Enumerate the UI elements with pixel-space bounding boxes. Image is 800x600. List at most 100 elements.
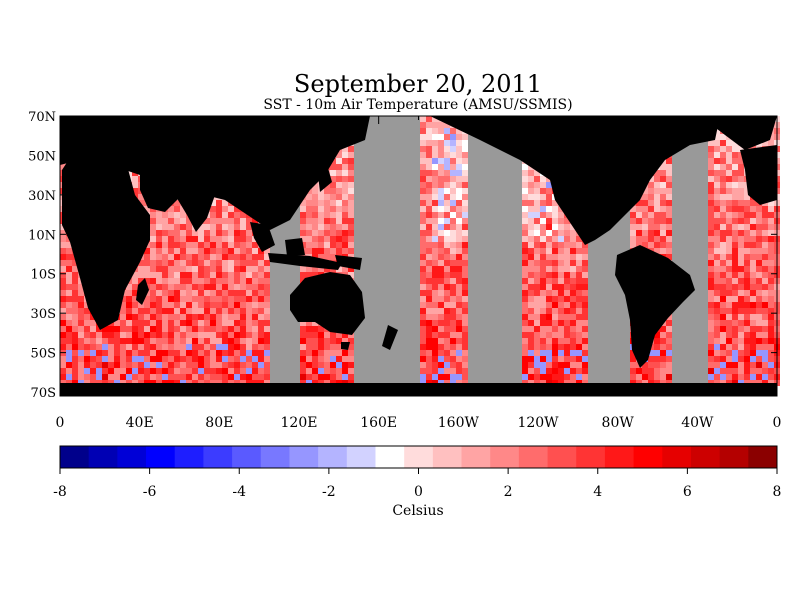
new-guinea — [335, 255, 362, 270]
sst-anomaly-cell — [546, 290, 552, 296]
sst-anomaly-cell — [162, 218, 168, 224]
sst-anomaly-cell — [558, 212, 564, 218]
sst-anomaly-cell — [318, 212, 324, 218]
sst-anomaly-cell — [582, 266, 588, 272]
sst-anomaly-cell — [522, 314, 528, 320]
sst-anomaly-cell — [708, 206, 714, 212]
sst-anomaly-cell — [240, 368, 246, 374]
sst-anomaly-cell — [342, 236, 348, 242]
sst-anomaly-cell — [252, 302, 258, 308]
sst-anomaly-cell — [750, 206, 756, 212]
sst-anomaly-cell — [522, 248, 528, 254]
sst-anomaly-cell — [750, 356, 756, 362]
sst-anomaly-cell — [534, 284, 540, 290]
sst-anomaly-cell — [246, 314, 252, 320]
sst-anomaly-cell — [426, 302, 432, 308]
sst-anomaly-cell — [762, 344, 768, 350]
sst-anomaly-cell — [720, 170, 726, 176]
sst-anomaly-cell — [432, 122, 438, 128]
sst-anomaly-cell — [246, 290, 252, 296]
sst-anomaly-cell — [726, 332, 732, 338]
sst-anomaly-cell — [768, 266, 774, 272]
sst-anomaly-cell — [522, 218, 528, 224]
sst-anomaly-cell — [84, 356, 90, 362]
sst-anomaly-cell — [720, 146, 726, 152]
sst-anomaly-cell — [444, 308, 450, 314]
sst-anomaly-cell — [642, 374, 648, 380]
sst-anomaly-cell — [66, 326, 72, 332]
sst-anomaly-cell — [138, 350, 144, 356]
sst-anomaly-cell — [558, 344, 564, 350]
sst-anomaly-cell — [60, 284, 66, 290]
sst-anomaly-cell — [720, 296, 726, 302]
sst-anomaly-cell — [144, 368, 150, 374]
sst-anomaly-cell — [576, 332, 582, 338]
sst-anomaly-cell — [162, 296, 168, 302]
sst-anomaly-cell — [234, 344, 240, 350]
sst-anomaly-cell — [132, 350, 138, 356]
sst-anomaly-cell — [216, 374, 222, 380]
sst-anomaly-cell — [264, 260, 270, 266]
sst-anomaly-cell — [132, 374, 138, 380]
sst-anomaly-cell — [528, 236, 534, 242]
sst-anomaly-cell — [732, 236, 738, 242]
sst-anomaly-cell — [126, 344, 132, 350]
sst-anomaly-cell — [762, 284, 768, 290]
sst-anomaly-cell — [324, 236, 330, 242]
sst-anomaly-cell — [576, 362, 582, 368]
sst-anomaly-cell — [318, 362, 324, 368]
sst-anomaly-cell — [156, 302, 162, 308]
sst-anomaly-cell — [438, 218, 444, 224]
sst-anomaly-cell — [462, 188, 468, 194]
sst-anomaly-cell — [60, 308, 66, 314]
sst-anomaly-cell — [768, 284, 774, 290]
sst-anomaly-cell — [714, 302, 720, 308]
sst-anomaly-cell — [726, 212, 732, 218]
sst-anomaly-cell — [96, 368, 102, 374]
sst-anomaly-cell — [252, 278, 258, 284]
sst-anomaly-cell — [438, 200, 444, 206]
sst-anomaly-cell — [744, 242, 750, 248]
sst-anomaly-cell — [714, 326, 720, 332]
borneo — [285, 238, 305, 256]
sst-anomaly-cell — [546, 314, 552, 320]
sst-anomaly-cell — [246, 302, 252, 308]
sst-anomaly-cell — [576, 338, 582, 344]
sst-anomaly-cell — [708, 236, 714, 242]
sst-anomaly-cell — [168, 242, 174, 248]
sst-anomaly-cell — [726, 284, 732, 290]
colorbar-swatch — [318, 446, 348, 468]
sst-anomaly-cell — [564, 260, 570, 266]
sst-anomaly-cell — [540, 248, 546, 254]
sst-anomaly-cell — [450, 212, 456, 218]
africa — [62, 148, 150, 330]
sst-anomaly-cell — [132, 176, 138, 182]
sst-anomaly-cell — [234, 296, 240, 302]
sst-anomaly-cell — [462, 326, 468, 332]
sst-anomaly-cell — [552, 314, 558, 320]
sst-anomaly-cell — [120, 302, 126, 308]
sst-anomaly-cell — [222, 338, 228, 344]
sst-anomaly-cell — [630, 212, 636, 218]
sst-anomaly-cell — [72, 290, 78, 296]
sst-anomaly-cell — [210, 362, 216, 368]
sst-anomaly-cell — [750, 344, 756, 350]
sst-anomaly-cell — [756, 242, 762, 248]
sst-anomaly-cell — [528, 266, 534, 272]
sst-anomaly-cell — [336, 230, 342, 236]
sst-anomaly-cell — [438, 308, 444, 314]
sst-anomaly-cell — [708, 374, 714, 380]
sst-anomaly-cell — [240, 212, 246, 218]
sst-anomaly-cell — [732, 242, 738, 248]
sst-anomaly-cell — [462, 320, 468, 326]
sst-anomaly-cell — [162, 236, 168, 242]
colorbar-swatch — [289, 446, 319, 468]
sst-anomaly-cell — [222, 302, 228, 308]
sst-anomaly-cell — [234, 254, 240, 260]
sst-anomaly-cell — [210, 368, 216, 374]
sst-anomaly-cell — [522, 254, 528, 260]
sst-anomaly-cell — [72, 332, 78, 338]
sst-anomaly-cell — [180, 356, 186, 362]
sst-anomaly-cell — [660, 326, 666, 332]
sst-anomaly-cell — [762, 320, 768, 326]
